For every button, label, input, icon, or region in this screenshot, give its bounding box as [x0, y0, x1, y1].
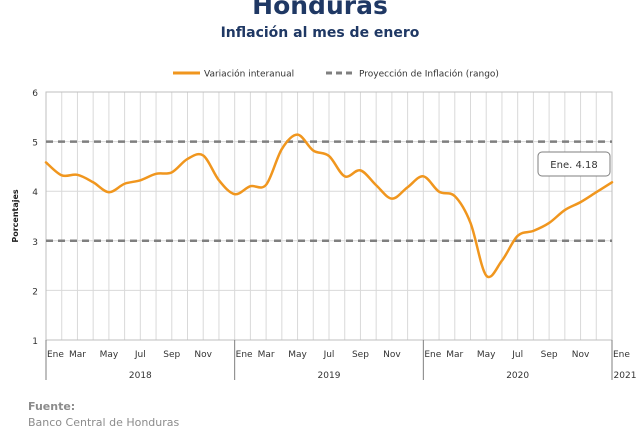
x-tick-label: Jul: [323, 350, 335, 360]
x-tick-label: May: [100, 350, 119, 360]
x-tick-label: Ene: [236, 350, 253, 360]
source-text: Banco Central de Honduras: [28, 416, 180, 429]
x-tick-label: Nov: [194, 350, 212, 360]
annotation-label: Ene. 4.18: [550, 160, 597, 171]
inflation-chart: 1 2 3 4 5 6 Ene Mar May Jul Sep Nov Ene Mar May Jul Sep N…: [11, 69, 637, 382]
x-tick-label: Nov: [383, 350, 401, 360]
chart-title: Honduras: [252, 0, 388, 20]
x-tick-label: May: [477, 350, 496, 360]
x-tick-label: Sep: [541, 350, 558, 360]
legend-label-proyeccion: Proyección de Inflación (rango): [359, 69, 499, 80]
x-tick-label: Mar: [258, 350, 275, 360]
y-tick-label: 5: [32, 139, 38, 149]
y-tick-label: 4: [32, 188, 38, 198]
x-tick-label: Jul: [134, 350, 146, 360]
y-tick-label: 2: [32, 287, 38, 297]
chart-subtitle: Inflación al mes de enero: [220, 25, 420, 41]
y-tick-label: 1: [32, 337, 38, 347]
x-tick-label: Ene: [424, 350, 441, 360]
y-tick-label: 6: [32, 89, 38, 99]
x-tick-label: Jul: [511, 350, 523, 360]
x-tick-label: May: [288, 350, 307, 360]
year-label: 2019: [318, 371, 341, 381]
x-tick-label: Sep: [163, 350, 180, 360]
annotation-box: [537, 151, 611, 177]
x-tick-label: Ene: [47, 350, 64, 360]
x-tick-label: Ene: [613, 350, 630, 360]
plot-area: [45, 91, 613, 341]
legend-label-variacion-interanual: Variación interanual: [204, 69, 294, 80]
source-label: Fuente:: [28, 400, 76, 413]
x-tick-label: Nov: [572, 350, 590, 360]
x-tick-label: Mar: [446, 350, 463, 360]
year-label: 2020: [506, 371, 529, 381]
year-label: 2021: [614, 371, 637, 381]
y-axis-label: Porcentajes: [11, 189, 20, 243]
series-line-variacion-interanual: [44, 133, 614, 279]
year-label: 2018: [129, 371, 152, 381]
x-tick-label: Mar: [69, 350, 86, 360]
x-tick-label: Sep: [352, 350, 369, 360]
y-tick-label: 3: [32, 238, 38, 248]
